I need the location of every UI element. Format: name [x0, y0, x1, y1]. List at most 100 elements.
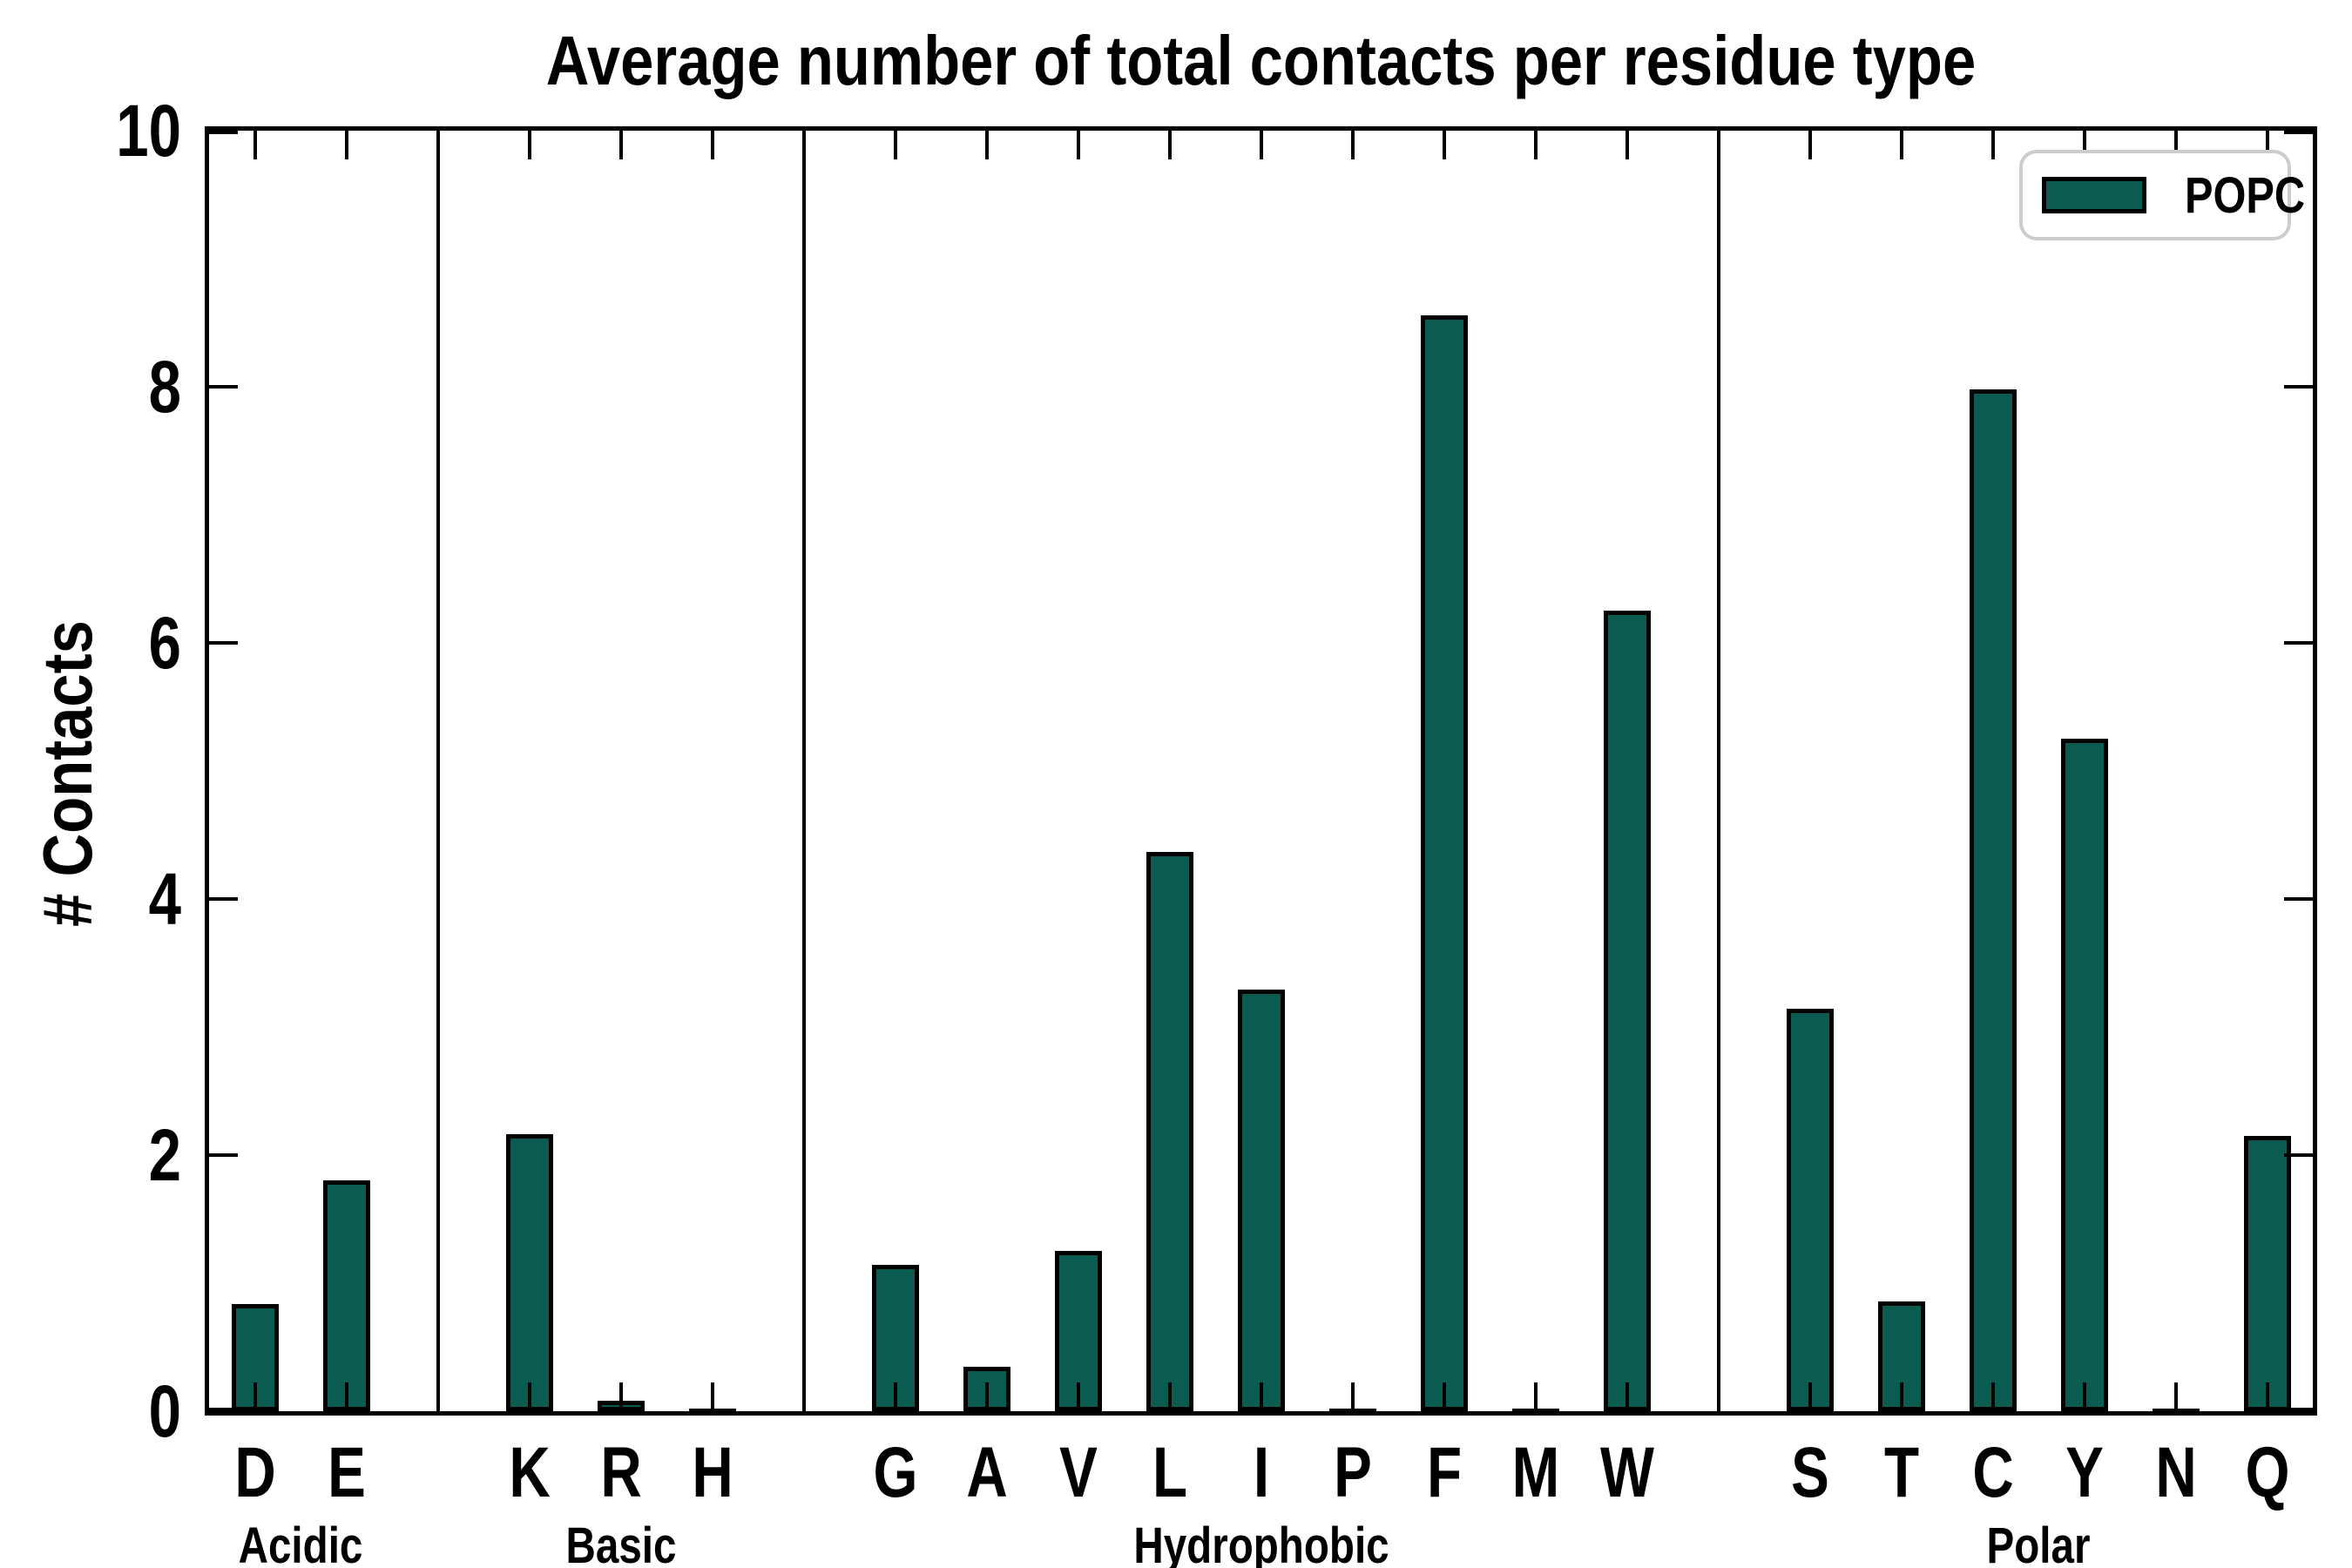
- group-label-acidic: Acidic: [238, 1517, 363, 1568]
- x-tick-label-W: W: [1599, 1433, 1654, 1512]
- plot-area: [205, 126, 2317, 1416]
- x-tick-top: [2265, 131, 2269, 159]
- x-tick: [1350, 1382, 1355, 1411]
- y-tick-label-8: 8: [148, 346, 181, 428]
- y-tick: [209, 131, 238, 134]
- x-tick-label-S: S: [1790, 1433, 1829, 1512]
- x-tick: [344, 1382, 348, 1411]
- group-label-hydrophobic: Hydrophobic: [1132, 1517, 1389, 1568]
- x-tick-label-V: V: [1058, 1433, 1098, 1512]
- x-tick: [1076, 1382, 1080, 1411]
- x-tick-label-R: R: [599, 1433, 642, 1512]
- y-tick-right: [2284, 131, 2313, 134]
- x-tick: [1990, 1382, 1995, 1411]
- x-tick: [1625, 1382, 1629, 1411]
- y-tick: [209, 385, 238, 389]
- x-tick-label-F: F: [1426, 1433, 1462, 1512]
- x-tick-top: [1625, 131, 1629, 159]
- x-tick: [1442, 1382, 1446, 1411]
- x-tick-label-P: P: [1333, 1433, 1372, 1512]
- x-tick-top: [1350, 131, 1355, 159]
- x-tick-top: [2082, 131, 2086, 159]
- x-tick-label-I: I: [1253, 1433, 1269, 1512]
- y-tick: [209, 1408, 238, 1411]
- x-tick: [2173, 1382, 2178, 1411]
- y-tick-label-6: 6: [148, 602, 181, 684]
- x-tick-label-N: N: [2154, 1433, 2197, 1512]
- x-tick: [253, 1382, 257, 1411]
- bar-E: [322, 1180, 370, 1411]
- y-tick-label-4: 4: [148, 858, 181, 940]
- y-axis-label: # Contacts: [29, 620, 106, 927]
- x-tick-label-A: A: [965, 1433, 1008, 1512]
- x-tick-label-L: L: [1152, 1433, 1187, 1512]
- y-tick: [209, 641, 238, 645]
- bar-S: [1786, 1009, 1834, 1411]
- group-divider: [436, 131, 440, 1411]
- y-tick-label-2: 2: [148, 1114, 181, 1196]
- bar-I: [1237, 990, 1285, 1411]
- x-tick-top: [618, 131, 623, 159]
- x-tick-label-H: H: [691, 1433, 733, 1512]
- x-tick: [1899, 1382, 1903, 1411]
- x-tick-top: [1808, 131, 1812, 159]
- legend-label: POPC: [2185, 166, 2306, 224]
- legend-swatch-popc: [2042, 177, 2146, 213]
- x-tick-top: [527, 131, 531, 159]
- x-tick: [1533, 1382, 1538, 1411]
- x-tick-top: [1442, 131, 1446, 159]
- bar-L: [1146, 852, 1193, 1411]
- x-tick-top: [1899, 131, 1903, 159]
- group-divider: [1716, 131, 1720, 1411]
- y-tick-right: [2284, 1153, 2313, 1157]
- x-tick-top: [1990, 131, 1995, 159]
- bar-K: [505, 1134, 553, 1411]
- x-tick-label-C: C: [1971, 1433, 2014, 1512]
- x-tick: [1167, 1382, 1172, 1411]
- y-tick-right: [2284, 641, 2313, 645]
- bar-Y: [2060, 739, 2108, 1411]
- x-tick-top: [984, 131, 989, 159]
- group-label-basic: Basic: [565, 1517, 676, 1568]
- x-tick-label-T: T: [1883, 1433, 1919, 1512]
- x-tick-top: [2173, 131, 2178, 159]
- x-tick-top: [1533, 131, 1538, 159]
- x-tick-top: [1259, 131, 1263, 159]
- y-tick-label-0: 0: [148, 1370, 181, 1452]
- x-tick-label-Y: Y: [2065, 1433, 2104, 1512]
- x-tick: [527, 1382, 531, 1411]
- x-tick: [710, 1382, 714, 1411]
- x-tick: [2082, 1382, 2086, 1411]
- bar-Q: [2243, 1136, 2291, 1411]
- bar-C: [1969, 389, 2017, 1411]
- x-tick-label-K: K: [508, 1433, 551, 1512]
- y-tick: [209, 1153, 238, 1157]
- x-tick: [893, 1382, 897, 1411]
- x-tick-label-Q: Q: [2244, 1433, 2290, 1512]
- bar-F: [1420, 315, 1468, 1411]
- x-tick-top: [253, 131, 257, 159]
- x-tick-top: [1167, 131, 1172, 159]
- x-tick-top: [710, 131, 714, 159]
- x-tick-label-G: G: [872, 1433, 918, 1512]
- x-tick-label-E: E: [327, 1433, 366, 1512]
- x-tick-top: [893, 131, 897, 159]
- group-label-polar: Polar: [1986, 1517, 2091, 1568]
- y-tick: [209, 897, 238, 901]
- legend: POPC: [2019, 150, 2305, 240]
- x-tick-label-M: M: [1511, 1433, 1559, 1512]
- x-tick: [2265, 1382, 2269, 1411]
- y-tick-right: [2284, 897, 2313, 901]
- y-tick-right: [2284, 1408, 2313, 1411]
- x-tick: [1808, 1382, 1812, 1411]
- chart-title: Average number of total contacts per res…: [545, 22, 1977, 99]
- x-tick: [1259, 1382, 1263, 1411]
- y-tick-label-10: 10: [116, 90, 181, 172]
- x-tick: [984, 1382, 989, 1411]
- x-tick-label-D: D: [233, 1433, 276, 1512]
- x-tick: [618, 1382, 623, 1411]
- y-tick-right: [2284, 385, 2313, 389]
- x-tick-top: [1076, 131, 1080, 159]
- group-divider: [801, 131, 806, 1411]
